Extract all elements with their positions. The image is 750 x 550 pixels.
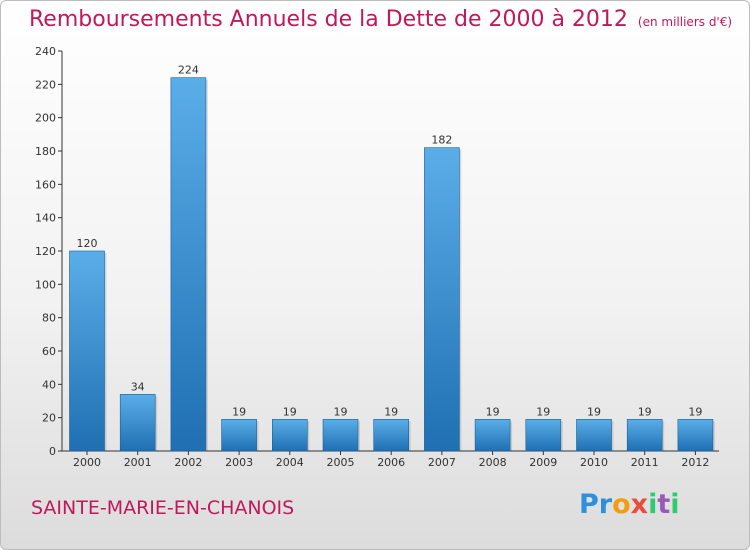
- chart-bars: [69, 77, 715, 452]
- proxiti-logo: Proxiti: [579, 489, 680, 520]
- bar-2011: [626, 419, 663, 452]
- bar-2004: [271, 419, 308, 452]
- bar-2003: [221, 419, 257, 452]
- data-label: 120: [77, 237, 98, 250]
- y-tick-label: 40: [42, 378, 56, 391]
- x-tick-label: 2006: [377, 456, 405, 469]
- bar-2001: [119, 394, 156, 452]
- data-label: 224: [178, 64, 199, 77]
- y-tick-label: 160: [35, 178, 56, 191]
- bar-2008: [474, 419, 511, 452]
- commune-name: SAINTE-MARIE-EN-CHANOIS: [31, 497, 295, 519]
- x-tick-label: 2008: [479, 456, 507, 469]
- chart-title-text: Remboursements Annuels de la Dette de 20…: [29, 7, 628, 32]
- x-tick-label: 2007: [428, 456, 456, 469]
- x-tick-label: 2000: [73, 456, 101, 469]
- y-tick-label: 180: [35, 145, 56, 158]
- bar-2009: [525, 419, 562, 452]
- x-tick-label: 2010: [580, 456, 608, 469]
- bar-2005: [322, 419, 359, 452]
- data-label: 19: [232, 405, 246, 418]
- chart-labels: 2000 120 2001 34 2002 224 2003 19 2004 19 2005 19 20…: [73, 64, 709, 469]
- y-tick-label: 240: [35, 45, 56, 58]
- x-tick-label: 2009: [529, 456, 557, 469]
- x-tick-label: 2012: [681, 456, 709, 469]
- data-label: 182: [431, 134, 452, 147]
- data-label: 19: [384, 405, 398, 418]
- data-label: 19: [486, 405, 500, 418]
- chart-unit: (en milliers d'€): [637, 15, 733, 29]
- x-tick-label: 2005: [327, 456, 355, 469]
- x-tick-label: 2011: [631, 456, 659, 469]
- data-label: 19: [587, 405, 601, 418]
- y-tick-label: 200: [35, 112, 56, 125]
- y-tick-label: 60: [42, 345, 56, 358]
- data-label: 19: [638, 405, 652, 418]
- chart-title: Remboursements Annuels de la Dette de 20…: [29, 7, 732, 32]
- y-tick-label: 140: [35, 212, 56, 225]
- data-label: 34: [131, 380, 145, 393]
- data-label: 19: [536, 405, 550, 418]
- y-tick-label: 80: [42, 312, 56, 325]
- y-tick-label: 220: [35, 78, 56, 91]
- bar-2007: [424, 147, 460, 452]
- x-tick-label: 2004: [276, 456, 304, 469]
- x-tick-label: 2003: [225, 456, 253, 469]
- data-label: 19: [688, 405, 702, 418]
- y-tick-label: 20: [42, 412, 56, 425]
- bar-2006: [373, 419, 410, 452]
- bar-2012: [677, 419, 714, 452]
- bar-2002: [170, 77, 207, 452]
- data-label: 19: [283, 405, 297, 418]
- y-tick-label: 120: [35, 245, 56, 258]
- bar-2000: [69, 250, 105, 452]
- data-label: 19: [334, 405, 348, 418]
- bar-2010: [576, 419, 612, 452]
- x-tick-label: 2001: [124, 456, 152, 469]
- x-tick-label: 2002: [174, 456, 202, 469]
- y-tick-label: 0: [49, 445, 56, 458]
- y-tick-label: 100: [35, 278, 56, 291]
